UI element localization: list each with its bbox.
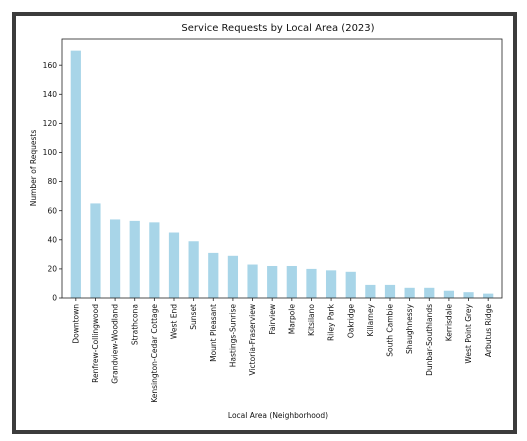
bar-fairview	[267, 265, 278, 298]
x-tick-label: Strathcona	[130, 304, 139, 345]
x-tick-label: West End	[170, 304, 179, 339]
bar-hastings-sunrise	[227, 255, 239, 298]
bar-downtown	[70, 50, 81, 298]
x-tick-label: Arbutus Ridge	[484, 304, 493, 358]
bar-marpole	[286, 265, 297, 298]
bar-renfrew-collingwood	[90, 203, 101, 298]
bar-kerrisdale	[443, 290, 455, 298]
x-tick-label: Fairview	[268, 304, 277, 335]
bar-dunbar-southlands	[424, 287, 435, 298]
bar-victoria-fraserview	[247, 264, 258, 298]
x-tick-label: Marpole	[287, 304, 296, 335]
bar-killarney	[365, 284, 376, 298]
x-axis-ticks: Downtown Renfrew-Collingwood Grandview-Woo…	[71, 298, 493, 403]
bar-mount-pleasant	[208, 252, 219, 298]
y-tick-label: 140	[43, 90, 58, 99]
x-tick-label: Grandview-Woodland	[111, 304, 120, 384]
x-tick-label: Hastings-Sunrise	[229, 304, 238, 368]
y-tick-label: 160	[43, 61, 58, 70]
y-tick-label: 80	[47, 177, 57, 186]
x-axis-label: Local Area (Neighborhood)	[228, 411, 328, 420]
x-tick-label: Dunbar-Southlands	[425, 304, 434, 376]
y-axis-label: Number of Requests	[29, 130, 38, 207]
x-tick-label: Renfrew-Collingwood	[91, 304, 100, 383]
y-tick-label: 40	[47, 235, 57, 244]
axes-frame	[61, 38, 503, 299]
x-tick-label: Mount Pleasant	[209, 304, 218, 362]
bar-west-point-grey	[463, 292, 474, 298]
bar-riley-park	[325, 270, 337, 298]
bar-south-cambie	[384, 284, 396, 298]
y-tick-label: 120	[43, 119, 58, 128]
chart-frame: Service Requests by Local Area (2023) Nu…	[12, 12, 517, 434]
bar-arbutus-ridge	[483, 293, 494, 298]
x-tick-label: Shaughnessy	[405, 303, 414, 354]
bar-chart: Service Requests by Local Area (2023) Nu…	[29, 23, 503, 420]
y-axis-ticks: 0 20 40 60 80 100 120 140 160	[43, 61, 62, 303]
x-tick-label: South Cambie	[386, 304, 395, 357]
x-tick-label: Killarney	[366, 303, 375, 336]
y-tick-label: 0	[52, 294, 57, 303]
x-tick-label: Riley Park	[327, 303, 336, 341]
chart-title: Service Requests by Local Area (2023)	[181, 23, 374, 34]
y-tick-label: 60	[47, 206, 57, 215]
plot-area-border	[61, 38, 503, 299]
bar-oakridge	[345, 271, 356, 298]
bar-shaughnessy	[404, 287, 415, 298]
y-tick-label: 20	[47, 264, 57, 273]
bar-kitsilano	[306, 268, 317, 298]
x-tick-label: Kensington-Cedar Cottage	[150, 304, 159, 403]
bar-sunset	[188, 241, 199, 298]
x-tick-label: West Point Grey	[464, 303, 473, 363]
bar-strathcona	[129, 220, 140, 298]
bar-kensington-cedar-cottage	[149, 222, 160, 298]
y-tick-label: 100	[43, 148, 58, 157]
x-tick-label: Victoria-Fraserview	[248, 304, 257, 376]
x-tick-label: Kitsilano	[307, 304, 316, 336]
bar-grandview-woodland	[109, 219, 121, 298]
x-tick-label: Sunset	[189, 304, 198, 330]
x-tick-label: Downtown	[71, 304, 80, 344]
x-tick-label: Oakridge	[346, 304, 355, 339]
bar-west-end	[168, 232, 180, 298]
x-tick-label: Kerrisdale	[445, 304, 454, 342]
bars-group	[70, 50, 494, 298]
